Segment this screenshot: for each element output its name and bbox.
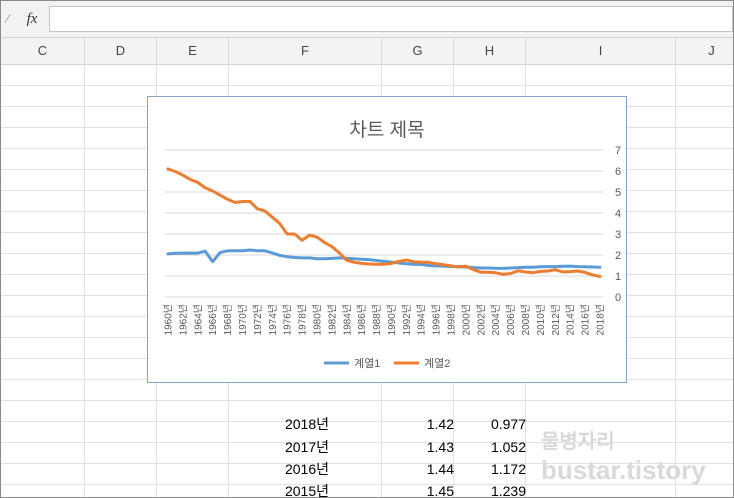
chart-title[interactable]: 차트 제목	[349, 120, 425, 141]
x-tick-label: 2000년	[460, 304, 472, 335]
value1-cell[interactable]: 1.42	[426, 416, 454, 432]
x-tick-label: 1974년	[267, 304, 279, 335]
x-tick-label: 2016년	[580, 304, 592, 335]
x-tick-label: 2018년	[595, 304, 607, 335]
x-tick-label: 1966년	[207, 304, 219, 335]
year-cell[interactable]: 2017년	[284, 439, 329, 455]
formula-input[interactable]	[49, 6, 733, 32]
formula-bar: ⁄ fx	[1, 1, 733, 38]
x-tick-label: 1968년	[222, 304, 234, 335]
x-tick-label: 1970년	[237, 304, 249, 335]
x-tick-label: 2008년	[520, 304, 532, 335]
year-cell[interactable]: 2016년	[284, 461, 329, 477]
x-tick-label: 2006년	[505, 304, 517, 335]
value2-cell[interactable]: 1.052	[490, 439, 526, 455]
series-line	[166, 248, 602, 270]
x-tick-label: 1992년	[401, 304, 413, 335]
watermark-line2: bustar.tistory	[541, 455, 706, 485]
year-cell[interactable]: 2018년	[284, 416, 329, 432]
y-tick-label: 5	[615, 187, 621, 199]
y-tick-label: 3	[615, 229, 621, 241]
series-line	[166, 167, 602, 278]
x-tick-label: 1972년	[252, 304, 264, 335]
legend-label: 계열1	[354, 357, 380, 370]
column-header-i[interactable]: I	[526, 38, 676, 64]
x-tick-label: 2012년	[550, 304, 562, 335]
line-chart[interactable]: 차트 제목 0 1 2 3 4 5 6 7 1960년 1962년 1964년 1966년 1968년 1…	[147, 96, 627, 383]
column-header-h[interactable]: H	[454, 38, 526, 64]
y-tick-label: 6	[615, 166, 621, 178]
column-header-g[interactable]: G	[382, 38, 454, 64]
x-tick-label: 1984년	[341, 304, 353, 335]
y-tick-label: 1	[615, 271, 621, 283]
column-header-d[interactable]: D	[85, 38, 157, 64]
x-tick-label: 2002년	[475, 304, 487, 335]
cancel-icon[interactable]: ⁄	[6, 11, 10, 26]
x-tick-label: 1994년	[416, 304, 428, 335]
value1-cell[interactable]: 1.43	[426, 439, 454, 455]
column-header-row: C D E F G H I J	[1, 38, 733, 65]
x-tick-label: 1982년	[326, 304, 338, 335]
value1-cell[interactable]: 1.45	[426, 483, 454, 498]
y-tick-label: 0	[615, 292, 621, 304]
watermark-line1: 물병자리	[541, 431, 615, 453]
x-tick-label: 1988년	[371, 304, 383, 335]
x-tick-label: 1962년	[177, 304, 189, 335]
value2-cell[interactable]: 0.977	[490, 416, 526, 432]
x-tick-label: 1998년	[446, 304, 458, 335]
year-cell[interactable]: 2015년	[284, 483, 329, 498]
legend-label: 계열2	[424, 357, 450, 370]
x-tick-label: 2004년	[490, 304, 502, 335]
column-header-j[interactable]: J	[676, 38, 733, 64]
x-tick-label: 1996년	[431, 304, 443, 335]
y-tick-label: 7	[615, 145, 621, 157]
x-tick-label: 1960년	[163, 304, 175, 335]
column-header-c[interactable]: C	[1, 38, 85, 64]
insert-function-button[interactable]: fx	[26, 11, 38, 27]
x-tick-label: 1964년	[192, 304, 204, 335]
x-tick-label: 1980년	[311, 304, 323, 335]
column-header-e[interactable]: E	[157, 38, 229, 64]
x-tick-label: 2014년	[565, 304, 577, 335]
y-tick-label: 4	[615, 208, 621, 220]
y-tick-label: 2	[615, 250, 621, 262]
x-tick-label: 1976년	[282, 304, 294, 335]
x-tick-label: 1978년	[297, 304, 309, 335]
x-tick-label: 2010년	[535, 304, 547, 335]
x-tick-label: 1986년	[356, 304, 368, 335]
value2-cell[interactable]: 1.239	[490, 483, 526, 498]
value2-cell[interactable]: 1.172	[490, 461, 526, 477]
value1-cell[interactable]: 1.44	[426, 461, 454, 477]
column-header-f[interactable]: F	[229, 38, 382, 64]
x-tick-label: 1990년	[386, 304, 398, 335]
